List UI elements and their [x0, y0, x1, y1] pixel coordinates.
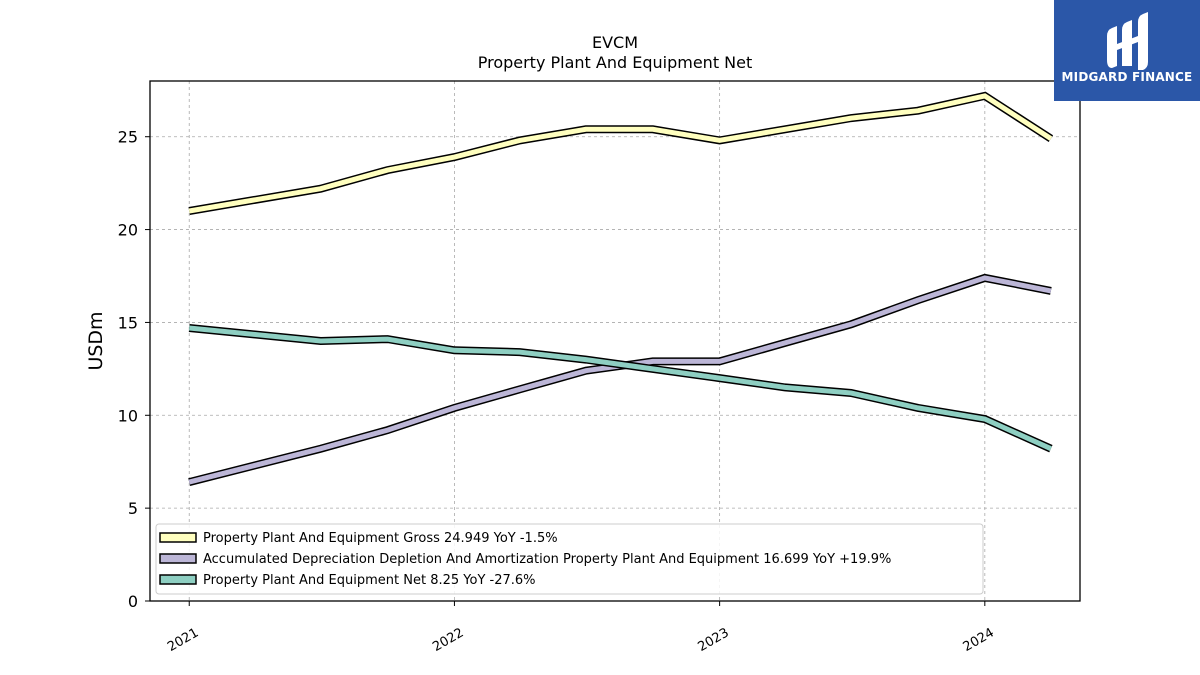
y-axis-label: USDm: [85, 311, 107, 370]
legend-item: Accumulated Depreciation Depletion And A…: [159, 552, 891, 567]
legend-swatch: [159, 532, 197, 543]
series-line-1: [188, 91, 1054, 215]
x-tick-label: 2022: [430, 625, 466, 655]
legend-box: [155, 523, 984, 595]
grid: [150, 81, 1080, 601]
x-tick-label: 2024: [961, 625, 997, 655]
series-line-fill: [188, 275, 1052, 485]
y-tick-label: 5: [128, 499, 138, 518]
y-tick-label: 20: [118, 221, 138, 240]
legend-item: Property Plant And Equipment Net 8.25 Yo…: [159, 573, 536, 588]
brand-mark-icon: [1107, 12, 1148, 70]
legend-item: Property Plant And Equipment Gross 24.94…: [159, 531, 558, 546]
legend: Property Plant And Equipment Gross 24.94…: [155, 523, 984, 595]
series-layer: [188, 91, 1054, 486]
chart-title: EVCM: [592, 33, 638, 52]
x-tick-label: 2023: [695, 625, 731, 655]
legend-label: Property Plant And Equipment Net 8.25 Yo…: [203, 573, 536, 588]
series-line-2: [188, 273, 1052, 486]
legend-swatch: [159, 574, 197, 585]
series-line-3: [188, 324, 1053, 453]
brand-logo: MIDGARD FINANCE: [1054, 0, 1200, 101]
plot-area-frame: [149, 80, 1081, 602]
legend-label: Accumulated Depreciation Depletion And A…: [203, 552, 891, 567]
series-line-fill: [188, 325, 1052, 451]
y-tick-label: 0: [128, 592, 138, 611]
x-tick-label: 2021: [165, 625, 201, 655]
y-tick-label: 15: [118, 313, 138, 332]
y-tick-label: 25: [118, 128, 138, 147]
legend-swatch: [159, 553, 197, 564]
series-line-outline: [188, 324, 1053, 453]
series-line-outline: [188, 91, 1054, 215]
chart-subtitle: Property Plant And Equipment Net: [478, 53, 753, 72]
series-line-fill: [188, 93, 1053, 214]
legend-label: Property Plant And Equipment Gross 24.94…: [203, 531, 558, 546]
brand-name: MIDGARD FINANCE: [1062, 70, 1193, 84]
y-tick-label: 10: [118, 406, 138, 425]
